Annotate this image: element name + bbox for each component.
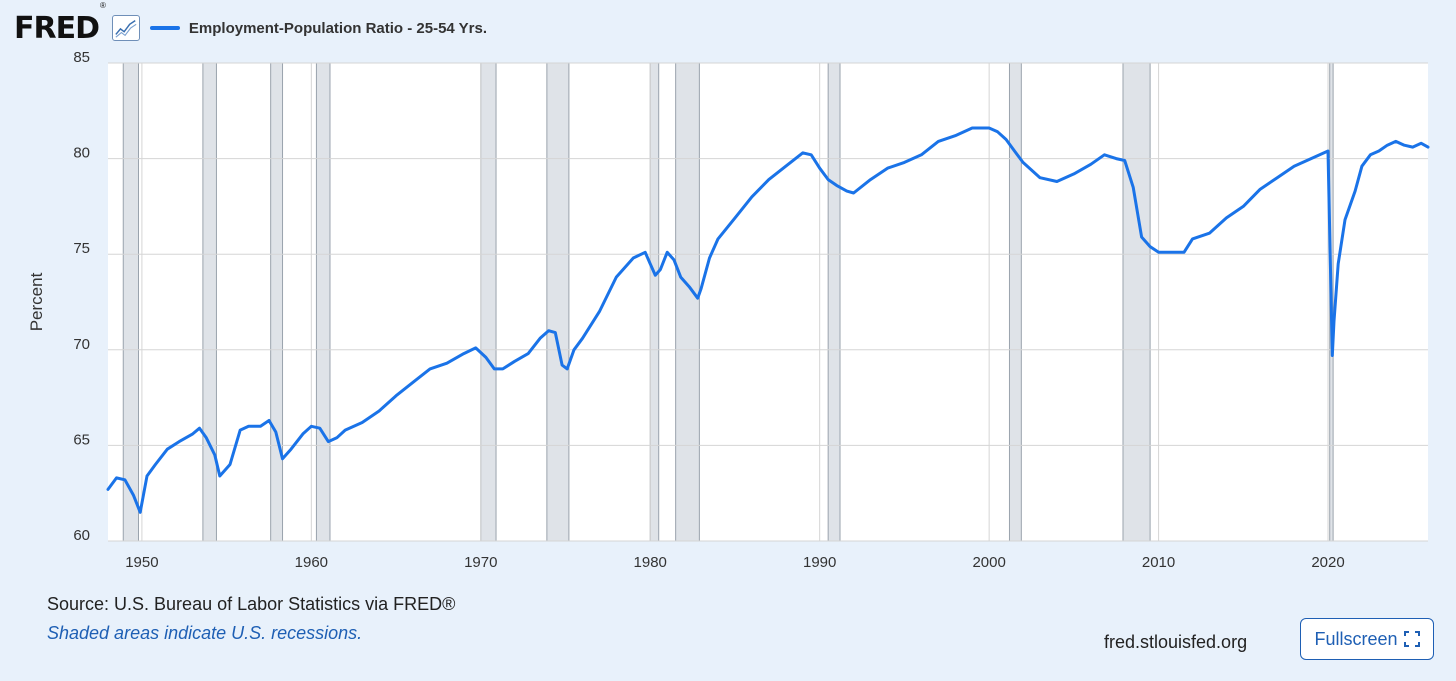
x-axis-tick-labels: 1950 1960 1970 1980 1990 2000 2010 2020 xyxy=(125,554,1345,571)
x-tick-label: 2020 xyxy=(1311,554,1344,571)
x-tick-label: 1970 xyxy=(464,554,497,571)
recession-band xyxy=(122,62,140,542)
recession-band xyxy=(480,62,497,542)
recession-band xyxy=(675,62,700,542)
legend-swatch xyxy=(149,26,180,30)
y-tick-label: 80 xyxy=(73,145,90,162)
legend-label: Employment-Population Ratio - 25-54 Yrs. xyxy=(188,19,488,37)
y-axis-label: Percent xyxy=(27,272,46,331)
y-tick-label: 65 xyxy=(73,431,90,448)
x-tick-label: 2000 xyxy=(972,554,1005,571)
y-tick-label: 85 xyxy=(73,49,90,66)
fred-logo[interactable]: FRED® xyxy=(14,1,106,46)
series-line xyxy=(106,126,1430,514)
graph-icon[interactable] xyxy=(111,15,140,41)
fullscreen-label: Fullscreen xyxy=(1314,628,1398,649)
series-lines xyxy=(106,126,1430,514)
recession-band xyxy=(546,62,570,542)
vertical-gridlines xyxy=(141,63,1329,541)
y-tick-label: 70 xyxy=(73,336,90,353)
fred-logo-text: FRED xyxy=(14,10,100,46)
x-tick-label: 1980 xyxy=(634,554,667,571)
recession-note: Shaded areas indicate U.S. recessions. xyxy=(47,623,363,643)
horizontal-gridlines xyxy=(108,62,1428,542)
plot-background xyxy=(108,63,1428,541)
recession-band xyxy=(827,62,841,542)
y-axis-tick-labels: 60 65 70 75 80 85 xyxy=(73,49,90,544)
source-note: Source: U.S. Bureau of Labor Statistics … xyxy=(47,594,456,614)
site-url[interactable]: fred.stlouisfed.org xyxy=(1104,632,1248,652)
x-tick-label: 1960 xyxy=(295,554,328,571)
fullscreen-icon xyxy=(1403,631,1420,647)
x-tick-label: 1990 xyxy=(803,554,836,571)
recession-band xyxy=(315,62,331,542)
chart-header: FRED® Employment-Population Ratio - 25-5… xyxy=(14,1,488,46)
x-tick-label: 2010 xyxy=(1142,554,1175,571)
recession-band xyxy=(1008,62,1022,542)
y-tick-label: 60 xyxy=(73,527,90,544)
fullscreen-button[interactable]: Fullscreen xyxy=(1300,618,1434,660)
y-tick-label: 75 xyxy=(73,240,90,257)
fred-logo-reg: ® xyxy=(100,0,106,10)
recession-band xyxy=(270,62,284,542)
recession-band xyxy=(1122,62,1151,542)
recession-band xyxy=(202,62,217,542)
recession-band xyxy=(649,62,660,542)
x-tick-label: 1950 xyxy=(125,554,158,571)
